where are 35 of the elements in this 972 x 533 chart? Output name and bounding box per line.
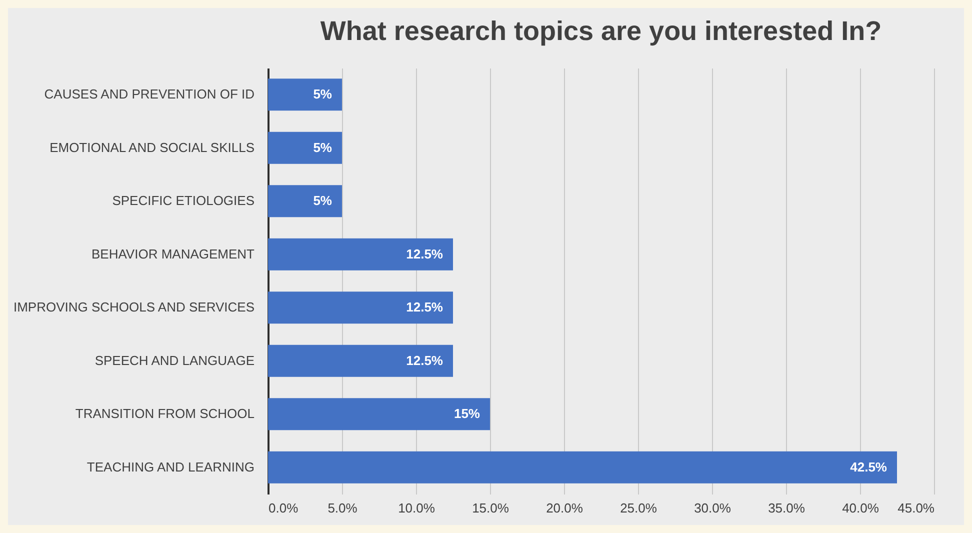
bar <box>268 344 453 377</box>
bar <box>268 78 342 111</box>
bar <box>268 238 453 270</box>
bar <box>268 451 897 484</box>
data-label: 12.5% <box>406 300 444 315</box>
bar <box>268 292 453 324</box>
x-tick-label: 35.0% <box>768 500 806 516</box>
bar <box>268 132 342 164</box>
x-tick-label: 5.0% <box>328 500 358 516</box>
data-label: 5% <box>313 193 332 208</box>
y-tick-label: CAUSES AND PREVENTION OF ID <box>44 86 254 102</box>
y-tick-label: SPEECH AND LANGUAGE <box>94 352 255 368</box>
y-tick-label: SPECIFIC ETIOLOGIES <box>112 193 255 208</box>
data-label: 12.5% <box>406 246 444 262</box>
y-tick-label: IMPROVING SCHOOLS AND SERVICES <box>13 300 255 315</box>
x-tick-label: 0.0% <box>268 500 299 516</box>
y-tick-label: TRANSITION FROM SCHOOL <box>75 406 254 422</box>
chart-title: What research topics are you interested In? <box>320 16 882 46</box>
x-tick-label: 40.0% <box>842 500 880 516</box>
x-tick-label: 25.0% <box>620 500 658 516</box>
x-tick-label: 30.0% <box>694 500 732 516</box>
bar <box>268 185 342 218</box>
x-tick-label: 20.0% <box>546 500 584 516</box>
x-tick-label: 10.0% <box>398 500 436 516</box>
y-tick-label: BEHAVIOR MANAGEMENT <box>91 246 255 262</box>
bar <box>268 398 490 430</box>
y-tick-label: TEACHING AND LEARNING <box>86 459 254 474</box>
y-tick-label: EMOTIONAL AND SOCIAL SKILLS <box>50 140 255 155</box>
data-label: 42.5% <box>850 459 888 474</box>
data-label: 5% <box>313 140 332 155</box>
data-label: 15% <box>454 406 480 422</box>
data-label: 12.5% <box>406 352 444 368</box>
x-tick-label: 15.0% <box>472 500 510 516</box>
data-label: 5% <box>313 86 332 102</box>
x-tick-label: 45.0% <box>898 500 935 516</box>
